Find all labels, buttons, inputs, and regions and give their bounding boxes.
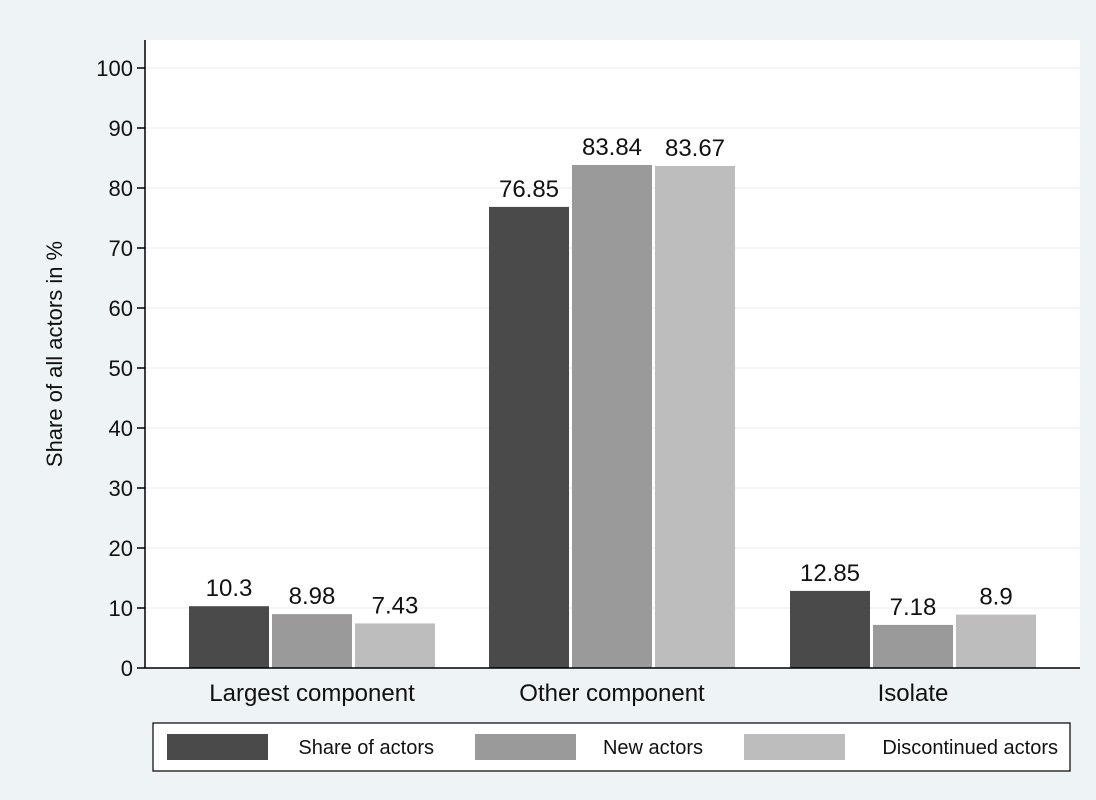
- y-tick-label: 0: [121, 656, 133, 681]
- legend: Share of actors New actors Discontinued ac…: [152, 722, 1071, 772]
- legend-items: Share of actors New actors Discontinued ac…: [167, 734, 1058, 760]
- legend-swatch: [167, 734, 268, 760]
- bar-value-label: 7.18: [890, 594, 937, 621]
- y-axis-title: Share of all actors in %: [42, 241, 67, 467]
- y-tick-label: 10: [109, 596, 133, 621]
- bar-value-label: 12.85: [800, 560, 860, 587]
- legend-label: New actors: [603, 737, 703, 759]
- bar-value-label: 76.85: [499, 176, 559, 203]
- y-tick-label: 100: [96, 56, 133, 81]
- legend-swatch: [744, 734, 845, 760]
- x-category-label: Largest component: [209, 680, 415, 707]
- y-tick-label: 60: [109, 296, 133, 321]
- bar: [956, 614, 1036, 668]
- bar-value-label: 10.3: [206, 575, 253, 602]
- bar: [355, 623, 435, 668]
- legend-label: Share of actors: [298, 737, 434, 759]
- y-tick-label: 70: [109, 236, 133, 261]
- bar: [272, 614, 352, 668]
- bar: [572, 164, 652, 668]
- legend-box: [152, 722, 1071, 772]
- y-tick-label: 50: [109, 356, 133, 381]
- x-category-label: Isolate: [878, 680, 949, 707]
- x-category-label: Other component: [519, 680, 705, 707]
- legend-swatch: [475, 734, 576, 760]
- bar: [873, 624, 953, 668]
- axes: [144, 40, 1080, 669]
- category-labels: Largest component Other component Isolate: [209, 680, 948, 707]
- bar: [655, 165, 735, 669]
- bar: [790, 590, 870, 668]
- y-ticks: 0 10 20 30 40 50 60 70 80 90 100: [96, 56, 145, 681]
- value-labels: 10.3 8.98 7.43 76.85 83.84 83.67 12.85 7.18 8.9: [206, 134, 1013, 621]
- bar-value-label: 8.98: [289, 583, 336, 610]
- legend-label: Discontinued actors: [882, 737, 1058, 759]
- bar: [489, 206, 569, 668]
- bar-value-label: 83.84: [582, 134, 642, 161]
- bar: [189, 606, 269, 668]
- bar-value-label: 8.9: [979, 584, 1012, 611]
- y-tick-label: 40: [109, 416, 133, 441]
- bar-value-label: 7.43: [372, 592, 419, 619]
- y-tick-label: 80: [109, 176, 133, 201]
- bar-value-label: 83.67: [665, 135, 725, 162]
- y-tick-label: 30: [109, 476, 133, 501]
- y-tick-label: 90: [109, 116, 133, 141]
- y-tick-label: 20: [109, 536, 133, 561]
- bars: [189, 164, 1036, 669]
